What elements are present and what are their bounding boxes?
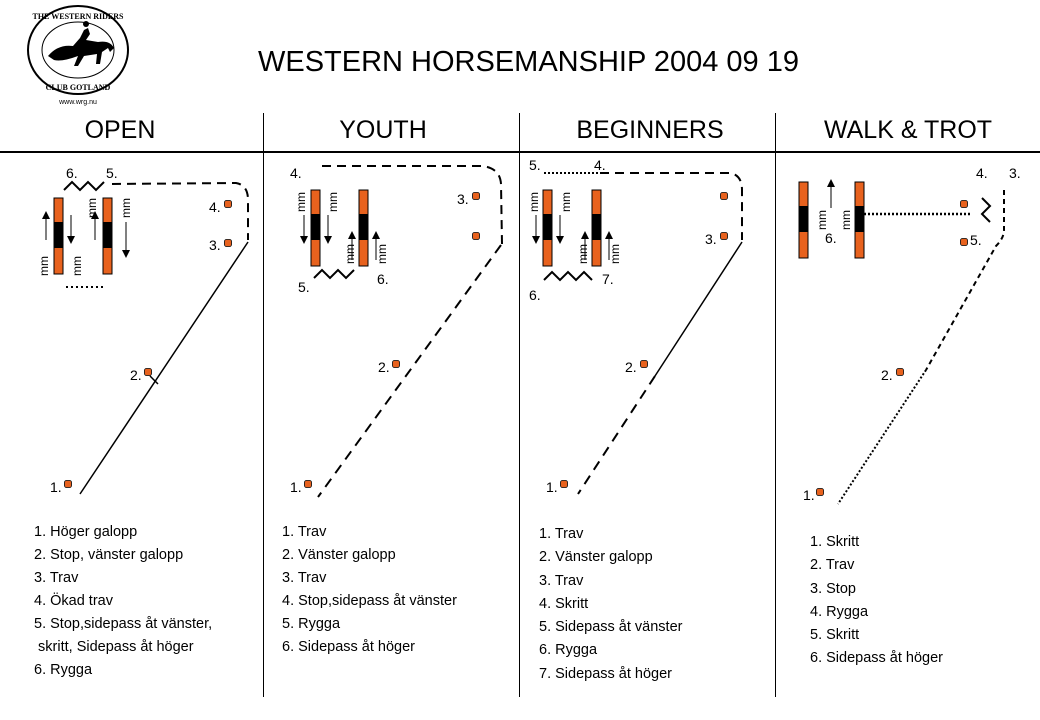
steps-list-walk-trot: 1. Skritt 2. Trav 3. Stop 4. Rygga 5. Sk… bbox=[810, 531, 943, 671]
list-item: 3. Stop bbox=[810, 580, 856, 597]
svg-text:6.: 6. bbox=[377, 271, 389, 287]
list-item: 5. Rygga bbox=[282, 616, 341, 632]
svg-text:mm: mm bbox=[527, 192, 541, 212]
list-item: 2. Trav bbox=[810, 557, 855, 574]
svg-text:mm: mm bbox=[294, 192, 308, 212]
svg-text:7.: 7. bbox=[602, 271, 614, 287]
svg-text:1.: 1. bbox=[546, 479, 558, 495]
list-item: 5. Sidepass åt vänster bbox=[539, 619, 683, 636]
svg-text:5.: 5. bbox=[529, 157, 541, 173]
column-divider bbox=[263, 113, 264, 697]
svg-text:CLUB GOTLAND: CLUB GOTLAND bbox=[46, 83, 111, 92]
steps-list-youth: 1. Trav 2. Vänster galopp 3. Trav 4. Sto… bbox=[282, 521, 457, 659]
svg-text:2.: 2. bbox=[378, 359, 390, 375]
list-item: 1. Trav bbox=[282, 524, 327, 540]
svg-text:3.: 3. bbox=[457, 191, 469, 207]
svg-text:6.: 6. bbox=[529, 287, 541, 303]
list-item: 5. Skritt bbox=[810, 627, 860, 644]
list-item: 3. Trav bbox=[282, 570, 327, 586]
svg-text:mm: mm bbox=[85, 198, 99, 218]
pattern-walk-trot: mm mm 1. 2. 3. 4. 5. 6. bbox=[798, 165, 1021, 505]
svg-text:2.: 2. bbox=[881, 367, 893, 383]
page-title: WESTERN HORSEMANSHIP 2004 09 19 bbox=[258, 46, 799, 78]
svg-text:mm: mm bbox=[119, 198, 133, 218]
svg-text:mm: mm bbox=[37, 256, 51, 276]
column-header-beginners: BEGINNERS bbox=[576, 116, 724, 144]
pattern-beginners: mm mm mm mm 1. 2. 3. 5. 4. 6. 7. bbox=[527, 157, 743, 495]
steps-list-open: 1. Höger galopp 2. Stop, vänster galopp … bbox=[34, 521, 212, 682]
column-header-walk-trot: WALK & TROT bbox=[823, 116, 993, 144]
list-item: skritt, Sidepass åt höger bbox=[34, 639, 194, 655]
list-item: 1. Skritt bbox=[810, 534, 860, 550]
svg-text:mm: mm bbox=[839, 210, 853, 230]
list-item: 1. Höger galopp bbox=[34, 524, 138, 540]
svg-text:3.: 3. bbox=[705, 231, 717, 247]
svg-text:4.: 4. bbox=[290, 165, 302, 181]
svg-text:mm: mm bbox=[326, 192, 340, 212]
list-item: 4. Stop,sidepass åt vänster bbox=[282, 593, 457, 609]
column-divider bbox=[519, 113, 520, 697]
list-item: 6. Rygga bbox=[539, 642, 598, 659]
svg-text:6.: 6. bbox=[66, 165, 78, 181]
list-item: 4. Ökad trav bbox=[34, 593, 113, 609]
svg-text:6.: 6. bbox=[825, 230, 837, 246]
column-header-open: OPEN bbox=[84, 116, 156, 144]
svg-text:5.: 5. bbox=[106, 165, 118, 181]
svg-text:5.: 5. bbox=[970, 232, 982, 248]
svg-text:mm: mm bbox=[375, 244, 389, 264]
svg-text:mm: mm bbox=[559, 192, 573, 212]
list-item: 2. Stop, vänster galopp bbox=[34, 547, 184, 563]
list-item: 3. Trav bbox=[539, 572, 584, 589]
svg-text:mm: mm bbox=[576, 244, 590, 264]
list-item: 2. Vänster galopp bbox=[539, 549, 653, 566]
list-item: 5. Stop,sidepass åt vänster, bbox=[34, 616, 213, 632]
steps-list-beginners: 1. Trav 2. Vänster galopp 3. Trav 4. Skr… bbox=[539, 523, 682, 686]
list-item: 6. Sidepass åt höger bbox=[282, 639, 416, 655]
svg-text:4.: 4. bbox=[976, 165, 988, 181]
svg-text:5.: 5. bbox=[298, 279, 310, 295]
svg-text:mm: mm bbox=[815, 210, 829, 230]
column-header-youth: YOUTH bbox=[339, 116, 427, 144]
list-item: 4. Rygga bbox=[810, 603, 869, 620]
svg-text:1.: 1. bbox=[803, 487, 815, 503]
svg-text:mm: mm bbox=[343, 244, 357, 264]
svg-text:1.: 1. bbox=[50, 479, 62, 495]
svg-text:www.wrg.nu: www.wrg.nu bbox=[58, 99, 97, 106]
svg-text:mm: mm bbox=[608, 244, 622, 264]
svg-text:2.: 2. bbox=[625, 359, 637, 375]
svg-text:4.: 4. bbox=[209, 199, 221, 215]
list-item: 2. Vänster galopp bbox=[282, 547, 396, 563]
header-divider bbox=[0, 151, 1040, 153]
svg-text:4.: 4. bbox=[594, 157, 606, 173]
list-item: 3. Trav bbox=[34, 570, 79, 586]
list-item: 6. Sidepass åt höger bbox=[810, 650, 944, 667]
list-item: 7. Sidepass åt höger bbox=[539, 665, 673, 682]
list-item: 1. Trav bbox=[539, 526, 584, 542]
pattern-youth: mm mm mm mm 1. 2. 3. 4. 5. 6. bbox=[290, 165, 503, 498]
pattern-open: mm mm mm mm 1. 2. 3. 4. 5. 6. bbox=[37, 165, 249, 495]
club-logo: THE WESTERN RIDERS CLUB GOTLAND www.wrg.… bbox=[18, 4, 138, 108]
svg-text:3.: 3. bbox=[1009, 165, 1021, 181]
column-divider bbox=[775, 113, 776, 697]
svg-text:THE WESTERN RIDERS: THE WESTERN RIDERS bbox=[33, 12, 125, 21]
list-item: 4. Skritt bbox=[539, 595, 589, 612]
list-item: 6. Rygga bbox=[34, 662, 93, 678]
svg-text:2.: 2. bbox=[130, 367, 142, 383]
svg-text:1.: 1. bbox=[290, 479, 302, 495]
svg-text:mm: mm bbox=[70, 256, 84, 276]
svg-text:3.: 3. bbox=[209, 237, 221, 253]
